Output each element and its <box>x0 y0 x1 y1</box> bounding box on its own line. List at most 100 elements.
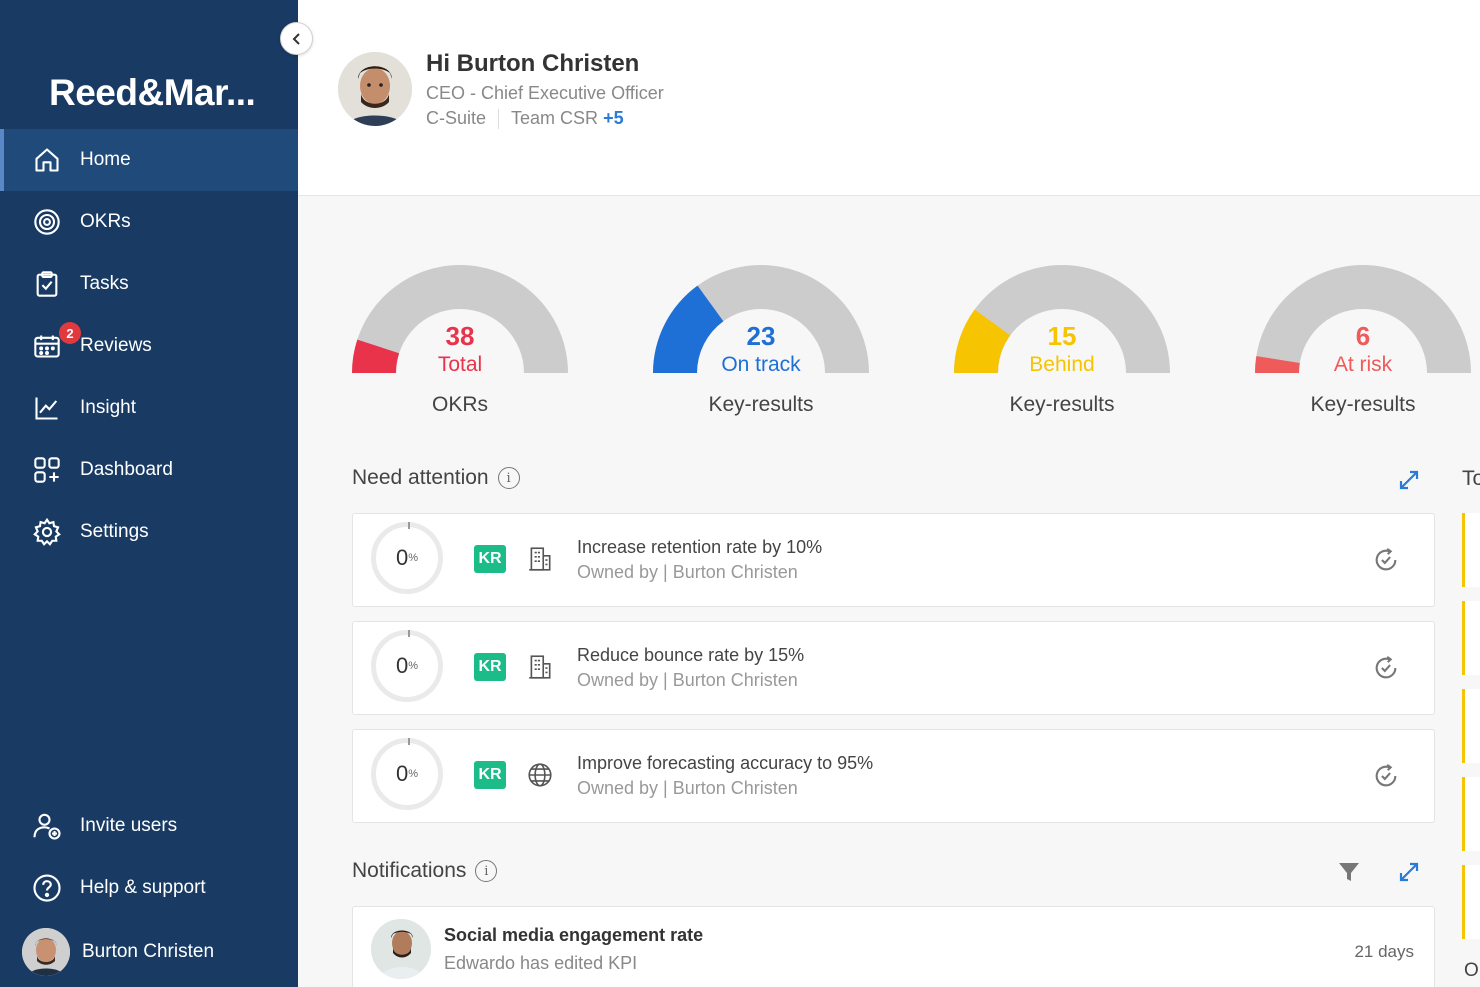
right-panel-card[interactable] <box>1462 777 1480 851</box>
kr-title[interactable]: Increase retention rate by 10% <box>577 537 823 557</box>
user-teams: C-Suite Team CSR +5 <box>426 108 624 129</box>
notification-badge: 2 <box>59 322 81 344</box>
attention-card[interactable]: 0% KR Reduce bounce rate by 15% Owned by… <box>352 621 1435 715</box>
notification-item[interactable]: Social media engagement rate Edwardo has… <box>352 906 1435 987</box>
sidebar-item-label: Invite users <box>80 815 178 836</box>
sidebar-item-label: Home <box>80 149 131 170</box>
progress-unit: % <box>408 552 419 564</box>
kr-title[interactable]: Improve forecasting accuracy to 95% <box>577 753 874 773</box>
sidebar-item-invite-users[interactable]: Invite users <box>0 795 298 857</box>
sidebar-nav: Home OKRs Tasks 2 Reviews Insight <box>0 129 298 563</box>
need-attention-title: Need attention i <box>352 466 520 490</box>
kr-title[interactable]: Reduce bounce rate by 15% <box>577 645 805 665</box>
target-icon <box>32 207 62 237</box>
kr-badge: KR <box>474 545 506 573</box>
gauge-fill <box>352 339 400 373</box>
expand-icon[interactable] <box>1397 468 1421 492</box>
divider <box>498 108 500 129</box>
sidebar-item-label: Insight <box>80 397 136 418</box>
gauge-track <box>1255 265 1471 373</box>
notification-subtitle: Edwardo has edited KPI <box>444 953 638 973</box>
right-panel-card[interactable] <box>1462 689 1480 763</box>
kr-owner: Owned by | Burton Christen <box>577 778 798 798</box>
info-icon[interactable]: i <box>497 467 520 489</box>
progress-unit: % <box>408 768 419 780</box>
right-panel-card[interactable] <box>1462 513 1480 587</box>
right-panel-card[interactable] <box>1462 601 1480 675</box>
gauge-label: Behind <box>1029 353 1095 376</box>
profile-header: Hi Burton Christen CEO - Chief Executive… <box>298 0 1480 196</box>
gauge-caption: OKRs <box>431 393 488 416</box>
gauge-caption: Key-results <box>1009 393 1115 416</box>
sidebar-user[interactable]: Burton Christen <box>22 928 214 976</box>
kr-owner: Owned by | Burton Christen <box>577 562 798 582</box>
sidebar-item-okrs[interactable]: OKRs <box>0 191 298 253</box>
gauge-track <box>954 265 1170 373</box>
gear-icon <box>32 517 62 547</box>
sidebar-item-label: Tasks <box>80 273 129 294</box>
user-name: Burton Christen <box>82 941 215 962</box>
kr-badge: KR <box>474 761 506 789</box>
user-role: CEO - Chief Executive Officer <box>426 83 664 103</box>
gauge-arc <box>653 265 869 373</box>
gauge-total-okrs[interactable]: 38 Total OKRs <box>352 262 582 422</box>
check-in-icon[interactable] <box>1372 762 1400 790</box>
team-tag[interactable]: Team CSR <box>511 108 599 128</box>
grid-plus-icon <box>32 455 62 485</box>
gauge-caption: Key-results <box>708 393 814 416</box>
chevron-left-icon <box>292 32 300 45</box>
attention-card[interactable]: 0% KR Improve forecasting accuracy to 95… <box>352 729 1435 823</box>
sidebar-item-settings[interactable]: Settings <box>0 501 298 563</box>
progress-ring: 0% <box>371 522 443 594</box>
section-title-text: Need attention <box>352 466 489 489</box>
gauge-arc <box>954 265 1170 373</box>
team-tag[interactable]: C-Suite <box>426 108 487 128</box>
filter-icon[interactable] <box>1337 860 1361 884</box>
right-panel-card[interactable] <box>1462 865 1480 939</box>
progress-value: 0 <box>395 545 409 570</box>
sidebar-item-insight[interactable]: Insight <box>0 377 298 439</box>
gauge-track <box>352 265 568 373</box>
avatar <box>338 52 412 126</box>
gauge-value: 23 <box>746 321 776 351</box>
gauge-label: Total <box>437 353 483 376</box>
right-panel-text: O <box>1464 960 1479 981</box>
collapse-sidebar-button[interactable] <box>280 22 313 55</box>
check-in-icon[interactable] <box>1372 654 1400 682</box>
gauge-label: On track <box>721 353 801 376</box>
sidebar-item-label: Settings <box>80 521 149 542</box>
attention-card[interactable]: 0% KR Increase retention rate by 10% Own… <box>352 513 1435 607</box>
sidebar-item-dashboard[interactable]: Dashboard <box>0 439 298 501</box>
kr-badge: KR <box>474 653 506 681</box>
sidebar-item-home[interactable]: Home <box>0 129 298 191</box>
gauge-on-track[interactable]: 23 On track Key-results <box>653 262 883 422</box>
sidebar-item-reviews[interactable]: 2 Reviews <box>0 315 298 377</box>
avatar <box>371 919 431 979</box>
gauge-track <box>653 265 869 373</box>
gauge-fill <box>1255 356 1300 373</box>
progress-ring: 0% <box>371 630 443 702</box>
gauge-fill <box>954 309 1011 373</box>
check-in-icon[interactable] <box>1372 546 1400 574</box>
brand-logo[interactable]: Reed&Mar... <box>49 72 256 113</box>
gauge-behind[interactable]: 15 Behind Key-results <box>954 262 1184 422</box>
expand-icon[interactable] <box>1397 860 1421 884</box>
progress-unit: % <box>408 660 419 672</box>
info-icon[interactable]: i <box>475 860 498 882</box>
gauge-at-risk[interactable]: 6 At risk Key-results <box>1255 262 1480 422</box>
sidebar-item-tasks[interactable]: Tasks <box>0 253 298 315</box>
calendar-icon: 2 <box>32 322 81 361</box>
home-icon <box>32 145 62 175</box>
question-circle-icon <box>32 873 62 903</box>
progress-value: 0 <box>395 653 409 678</box>
more-teams-link[interactable]: +5 <box>603 108 624 128</box>
clipboard-check-icon <box>32 269 62 299</box>
avatar <box>22 928 70 976</box>
globe-icon <box>528 763 552 787</box>
notification-title: Social media engagement rate <box>444 925 704 945</box>
sidebar-item-label: Help & support <box>80 877 206 898</box>
sidebar-item-label: Reviews <box>80 335 152 356</box>
right-panel-title: To <box>1462 467 1480 490</box>
sidebar-item-help-support[interactable]: Help & support <box>0 857 298 919</box>
gauge-fill <box>653 285 724 373</box>
